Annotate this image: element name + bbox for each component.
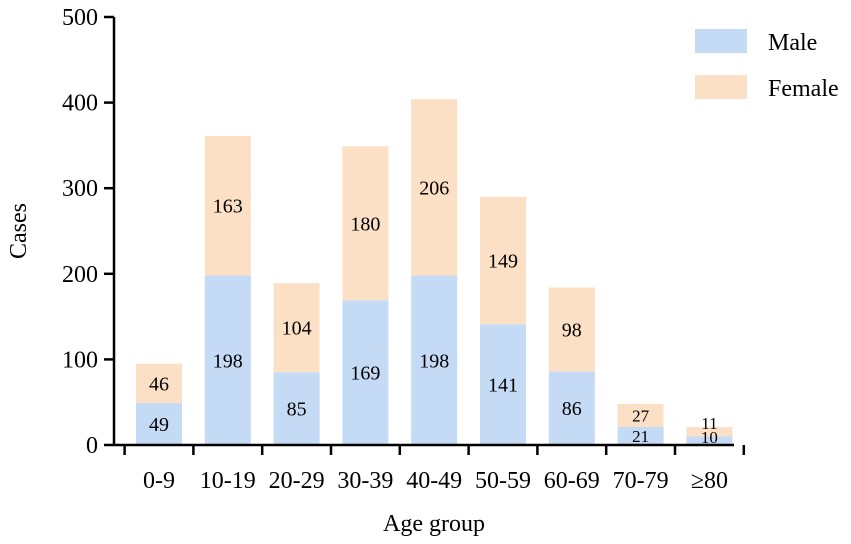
data-label-female-40-49: 206 bbox=[419, 177, 449, 199]
data-label-male-50-59: 141 bbox=[488, 375, 518, 397]
y-tick-label-0: 0 bbox=[86, 433, 98, 459]
bar-male-40-49 bbox=[411, 275, 458, 445]
x-tick-label-gte-80: ≥80 bbox=[691, 468, 728, 494]
data-label-female-70-79: 27 bbox=[632, 406, 650, 425]
legend-label-female: Female bbox=[768, 76, 839, 102]
bar-female-40-49 bbox=[411, 99, 458, 276]
data-label-male-gte-80: 10 bbox=[701, 428, 718, 447]
data-label-female-0-9: 46 bbox=[149, 373, 169, 395]
data-label-female-10-19: 163 bbox=[213, 196, 243, 218]
legend-label-male: Male bbox=[768, 30, 817, 56]
bar-female-gte-80 bbox=[686, 427, 733, 437]
bar-male-10-19 bbox=[204, 275, 251, 445]
bar-female-30-39 bbox=[342, 146, 389, 301]
bar-male-50-59 bbox=[480, 324, 526, 445]
y-tick-label-400: 400 bbox=[62, 91, 98, 117]
x-tick-label-60-69: 60-69 bbox=[544, 468, 600, 494]
data-label-female-20-29: 104 bbox=[282, 318, 312, 340]
legend: Male Female bbox=[695, 29, 839, 102]
bar-male-gte-80 bbox=[686, 436, 733, 445]
bar-male-20-29 bbox=[273, 372, 320, 445]
x-tick-label-20-29: 20-29 bbox=[269, 468, 325, 494]
bar-female-10-19 bbox=[204, 135, 251, 276]
bar-female-50-59 bbox=[480, 196, 526, 325]
bar-male-0-9 bbox=[136, 403, 182, 445]
data-label-female-gte-80: 11 bbox=[701, 414, 717, 433]
y-tick-label-500: 500 bbox=[62, 5, 98, 31]
bar-male-60-69 bbox=[548, 371, 595, 445]
legend-swatch-male bbox=[695, 29, 747, 53]
data-label-male-60-69: 86 bbox=[562, 398, 582, 420]
data-labels-layer: 49 46 198 163 85 104 169 180 198 206 141 149 86 98 21 2… bbox=[149, 177, 718, 447]
legend-swatch-female bbox=[695, 75, 747, 99]
x-tick-label-10-19: 10-19 bbox=[200, 468, 256, 494]
data-label-female-50-59: 149 bbox=[488, 251, 518, 273]
data-label-male-10-19: 198 bbox=[213, 350, 243, 372]
y-axis-title: Cases bbox=[6, 203, 32, 259]
bar-female-20-29 bbox=[273, 283, 320, 373]
data-label-male-0-9: 49 bbox=[149, 414, 169, 436]
y-tick-label-200: 200 bbox=[62, 262, 98, 288]
data-label-female-30-39: 180 bbox=[350, 213, 380, 235]
data-label-male-40-49: 198 bbox=[419, 350, 449, 372]
bar-male-30-39 bbox=[342, 300, 389, 445]
x-tick-label-30-39: 30-39 bbox=[337, 468, 393, 494]
bar-female-0-9 bbox=[136, 363, 182, 404]
bar-female-70-79 bbox=[617, 403, 664, 428]
bar-male-70-79 bbox=[617, 427, 664, 445]
data-label-male-20-29: 85 bbox=[287, 399, 307, 421]
axes-layer: 0 100 200 300 400 500 0-9 10-19 20-29 30-39 40-49 5… bbox=[62, 5, 746, 494]
data-label-female-60-69: 98 bbox=[562, 319, 582, 341]
x-axis-title: Age group bbox=[383, 511, 485, 537]
y-tick-label-300: 300 bbox=[62, 176, 98, 202]
x-tick-label-70-79: 70-79 bbox=[613, 468, 669, 494]
bars-layer bbox=[136, 99, 733, 445]
data-label-male-30-39: 169 bbox=[350, 363, 380, 385]
x-tick-label-0-9: 0-9 bbox=[143, 468, 175, 494]
data-label-male-70-79: 21 bbox=[632, 427, 649, 446]
bar-female-60-69 bbox=[548, 287, 595, 372]
x-tick-label-40-49: 40-49 bbox=[406, 468, 462, 494]
y-tick-label-100: 100 bbox=[62, 347, 98, 373]
x-tick-label-50-59: 50-59 bbox=[475, 468, 531, 494]
